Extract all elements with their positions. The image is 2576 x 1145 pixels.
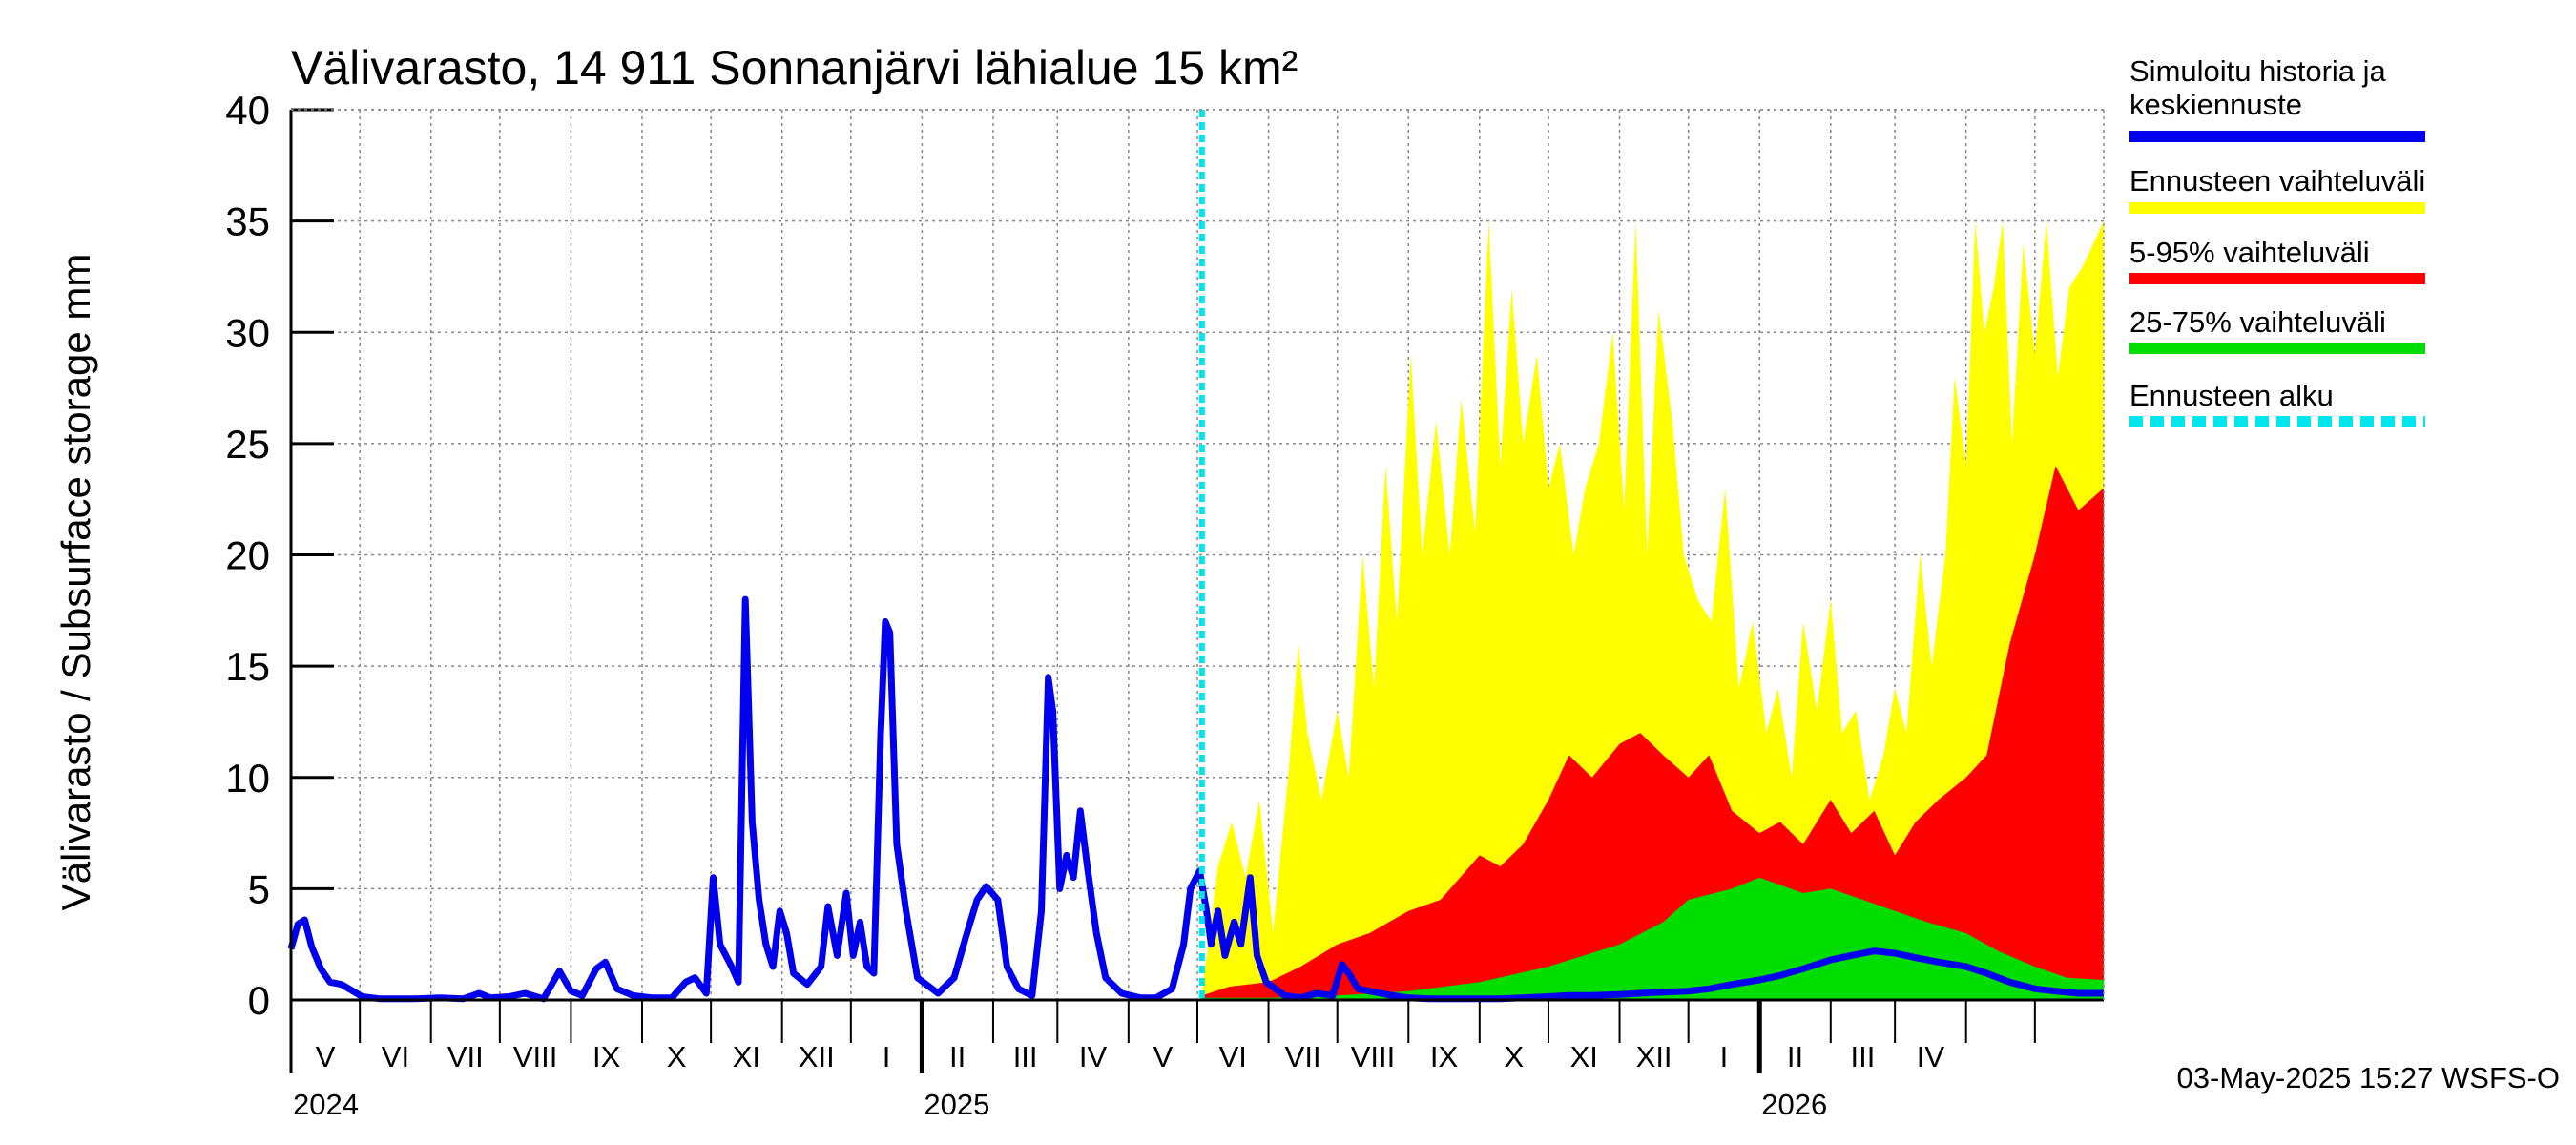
month-label: VII xyxy=(447,1040,484,1073)
band-5-95 xyxy=(1201,466,2104,1000)
history-mean-line xyxy=(287,595,2104,1003)
month-label: III xyxy=(1013,1040,1038,1073)
y-tick-label: 30 xyxy=(225,310,270,355)
y-tick-label: 15 xyxy=(225,644,270,689)
legend-item: Ennusteen vaihteluväli xyxy=(2129,164,2425,214)
y-tick-label: 40 xyxy=(225,88,270,133)
month-label: XI xyxy=(733,1040,760,1073)
month-label: IV xyxy=(1917,1040,1945,1073)
legend-label: Ennusteen alku xyxy=(2129,379,2334,412)
y-tick-label: 0 xyxy=(248,978,270,1023)
y-tick-label: 35 xyxy=(225,199,270,244)
y-axis-label: Välivarasto / Subsurface storage mm xyxy=(53,254,98,911)
legend-label: 5-95% vaihteluväli xyxy=(2129,236,2370,269)
month-label: X xyxy=(667,1040,687,1073)
month-label: IX xyxy=(1430,1040,1459,1073)
month-label: I xyxy=(883,1040,891,1073)
y-tick-label: 25 xyxy=(225,422,270,467)
month-label: XI xyxy=(1570,1040,1598,1073)
legend-item: Ennusteen alku xyxy=(2129,379,2425,427)
forecast-range-band xyxy=(1201,220,2104,1001)
month-label: VIII xyxy=(1351,1040,1396,1073)
month-label: VI xyxy=(1219,1040,1247,1073)
y-tick-label: 20 xyxy=(225,533,270,578)
month-label: V xyxy=(1153,1040,1174,1073)
y-tick-label: 10 xyxy=(225,756,270,801)
legend-item: 5-95% vaihteluväli xyxy=(2129,236,2425,284)
month-label: II xyxy=(1787,1040,1803,1073)
legend-label: Simuloitu historia ja xyxy=(2129,54,2387,88)
legend-label: keskiennuste xyxy=(2129,88,2302,121)
month-label: VII xyxy=(1285,1040,1321,1073)
chart-title: Välivarasto, 14 911 Sonnanjärvi lähialue… xyxy=(291,41,1298,94)
month-label: VIII xyxy=(513,1040,558,1073)
band-25-75 xyxy=(1201,877,2104,1000)
series-lines xyxy=(287,110,2104,1003)
axes xyxy=(289,108,2105,1073)
month-label: XII xyxy=(1636,1040,1672,1073)
month-label: IX xyxy=(592,1040,621,1073)
year-label: 2025 xyxy=(924,1088,989,1121)
month-label: V xyxy=(316,1040,336,1073)
legend-label: 25-75% vaihteluväli xyxy=(2129,305,2386,339)
month-label: II xyxy=(949,1040,966,1073)
month-label: IV xyxy=(1079,1040,1108,1073)
month-label: XII xyxy=(799,1040,835,1073)
month-label: X xyxy=(1505,1040,1525,1073)
forecast-bands xyxy=(1201,220,2104,1001)
month-label: III xyxy=(1851,1040,1876,1073)
legend-label: Ennusteen vaihteluväli xyxy=(2129,164,2425,198)
y-axis-tick-labels: 0 5 10 15 20 25 30 35 40 xyxy=(225,88,270,1023)
y-tick-label: 5 xyxy=(248,866,270,911)
x-axis-labels: V VI VII VIII IX X XI XII I II III IV V VI VII VIII IX X X… xyxy=(293,1040,1944,1121)
month-label: I xyxy=(1720,1040,1729,1073)
year-label: 2026 xyxy=(1761,1088,1827,1121)
footer-timestamp: 03-May-2025 15:27 WSFS-O xyxy=(2177,1061,2560,1094)
legend-item: 25-75% vaihteluväli xyxy=(2129,305,2425,354)
year-label: 2024 xyxy=(293,1088,359,1121)
month-label: VI xyxy=(382,1040,409,1073)
